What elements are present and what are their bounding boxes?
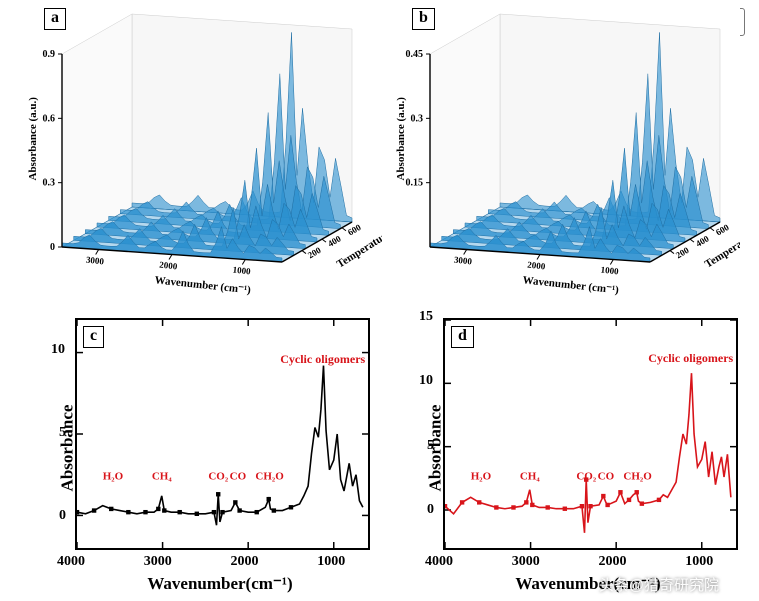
panel-c: Absorbance c H₂OCH₄CO₂COCH₂OCyclic oligo… xyxy=(20,300,380,596)
svg-text:Cyclic oligomers: Cyclic oligomers xyxy=(280,352,365,366)
svg-text:0.3: 0.3 xyxy=(411,113,424,124)
svg-text:2000: 2000 xyxy=(159,260,178,272)
svg-text:Wavenumber (cm⁻¹): Wavenumber (cm⁻¹) xyxy=(154,274,252,296)
panel-d: Absorbance d H₂OCH₄CO₂COCH₂OCyclic oligo… xyxy=(388,300,748,596)
panel-letter-c: c xyxy=(83,326,104,348)
surface-3d-a: 0 0.3 0.6 0.9 Absorbance (a.u.) 3000 2000 1000W… xyxy=(22,2,382,300)
panel-a: a 00.30.60.9Absorbance (a.u.)30002000100… xyxy=(22,2,382,300)
svg-text:3000: 3000 xyxy=(454,255,473,267)
xtick: 1000 xyxy=(317,554,345,570)
xtick: 4000 xyxy=(57,554,85,570)
xtick: 4000 xyxy=(425,554,453,570)
ytick: 10 xyxy=(51,342,69,358)
plot-area-d: d H₂O CH₄ CO₂CO CH₂O Cyclic oligomers xyxy=(443,318,738,550)
svg-text:Wavenumber (cm⁻¹): Wavenumber (cm⁻¹) xyxy=(522,274,620,296)
svg-text:Cyclic oligomers: Cyclic oligomers xyxy=(648,351,733,365)
plot-area-c: c H₂O CH₄ CO₂CO CH₂O Cyclic oligomers xyxy=(75,318,370,550)
watermark: 头条@猎奇研究院 xyxy=(599,574,719,595)
svg-text:0.6: 0.6 xyxy=(43,113,56,124)
svg-text:CO₂: CO₂ xyxy=(576,471,597,483)
svg-text:Absorbance (a.u.): Absorbance (a.u.) xyxy=(27,97,39,181)
svg-text:0.9: 0.9 xyxy=(43,49,56,60)
line-svg-d: H₂O CH₄ CO₂CO CH₂O Cyclic oligomers xyxy=(445,320,736,548)
svg-text:H₂O: H₂O xyxy=(103,471,124,483)
svg-text:Absorbance (a.u.): Absorbance (a.u.) xyxy=(395,97,407,181)
svg-text:1000: 1000 xyxy=(600,265,619,277)
panel-letter-d: d xyxy=(451,326,474,348)
svg-text:0.3: 0.3 xyxy=(43,178,56,189)
xtick: 1000 xyxy=(685,554,713,570)
svg-text:CO₂: CO₂ xyxy=(208,471,229,483)
svg-text:CH₄: CH₄ xyxy=(152,471,173,483)
ytick: 0 xyxy=(427,502,437,518)
ytick: 0 xyxy=(59,508,69,524)
svg-text:CH₂O: CH₂O xyxy=(623,471,652,483)
panel-b: b 0.150.30.45Absorbance (a.u.)3000200010… xyxy=(390,2,740,300)
svg-text:0.45: 0.45 xyxy=(406,49,424,60)
ytick: 15 xyxy=(419,309,437,325)
svg-text:CH₄: CH₄ xyxy=(520,471,541,483)
svg-text:H₂O: H₂O xyxy=(471,471,492,483)
surface-3d-b: 0.15 0.3 0.45 Absorbance (a.u.) 3000 2000 1000… xyxy=(390,2,740,300)
xtick: 2000 xyxy=(231,554,259,570)
svg-text:0.15: 0.15 xyxy=(406,178,424,189)
svg-text:CO: CO xyxy=(230,471,247,483)
svg-text:2000: 2000 xyxy=(527,260,546,272)
svg-text:1000: 1000 xyxy=(232,265,251,277)
xlabel-c: Wavenumber(cm⁻¹) xyxy=(147,574,292,594)
svg-text:3000: 3000 xyxy=(86,255,105,267)
line-svg-c: H₂O CH₄ CO₂CO CH₂O Cyclic oligomers xyxy=(77,320,368,548)
figure-root: a 00.30.60.9Absorbance (a.u.)30002000100… xyxy=(0,0,759,601)
svg-text:0: 0 xyxy=(50,242,55,253)
xtick: 3000 xyxy=(144,554,172,570)
xtick: 3000 xyxy=(512,554,540,570)
ytick: 10 xyxy=(419,373,437,389)
svg-text:CH₂O: CH₂O xyxy=(255,471,284,483)
xtick: 2000 xyxy=(599,554,627,570)
svg-text:CO: CO xyxy=(598,471,615,483)
ytick: 5 xyxy=(427,438,437,454)
ytick: 5 xyxy=(59,425,69,441)
